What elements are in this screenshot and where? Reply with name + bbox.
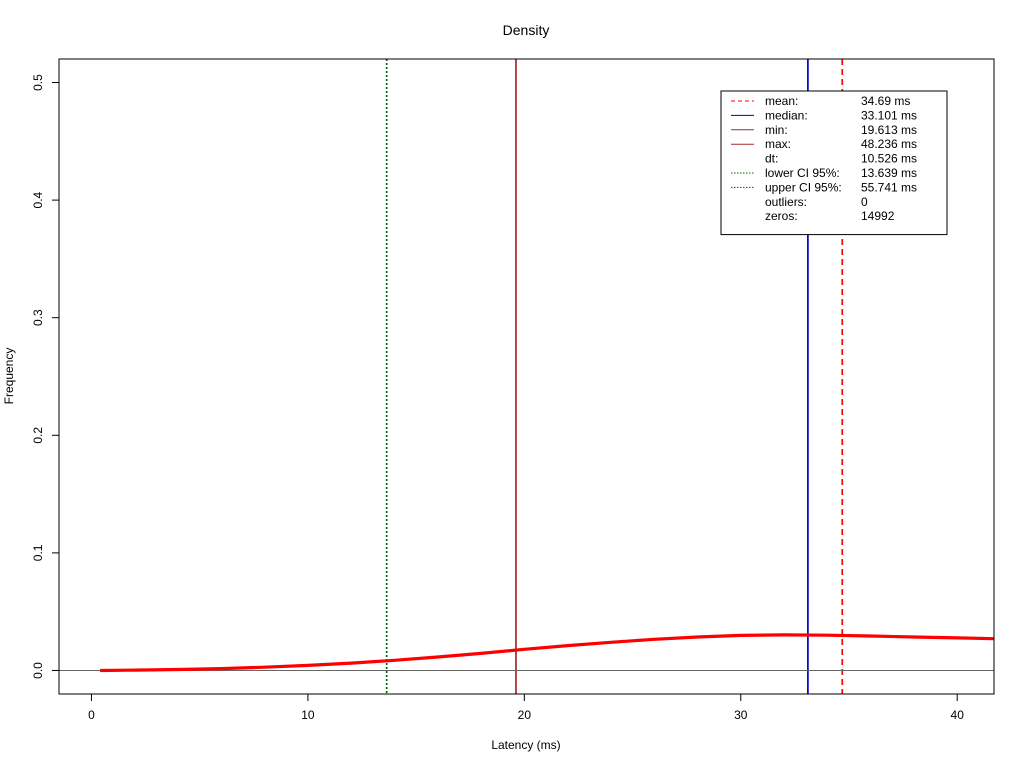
legend-value: 19.613 ms — [861, 123, 917, 137]
x-tick-label: 30 — [734, 708, 748, 722]
legend-label: min: — [765, 123, 788, 137]
legend-value: 14992 — [861, 209, 895, 223]
x-tick-label: 40 — [951, 708, 965, 722]
density-curve — [100, 633, 995, 673]
chart-title: Density — [503, 22, 550, 38]
legend-value: 0 — [861, 195, 868, 209]
y-tick-label: 0.1 — [31, 544, 45, 561]
legend-value: 13.639 ms — [861, 166, 917, 180]
legend-label: max: — [765, 137, 791, 151]
legend-value: 33.101 ms — [861, 108, 917, 122]
y-axis-label: Frequency — [2, 348, 16, 405]
x-tick-label: 0 — [88, 708, 95, 722]
y-tick-label: 0.3 — [31, 309, 45, 326]
legend-label: lower CI 95%: — [765, 166, 840, 180]
legend-label: outliers: — [765, 195, 807, 209]
x-axis-label: Latency (ms) — [491, 738, 560, 752]
legend-value: 10.526 ms — [861, 152, 917, 166]
legend-value: 48.236 ms — [861, 137, 917, 151]
y-tick-label: 0.2 — [31, 427, 45, 444]
x-axis: 0 10 20 30 40 — [88, 694, 964, 722]
legend: mean: 34.69 ms median: 33.101 ms min: 19.613 … — [720, 90, 948, 236]
plot-frame — [58, 58, 995, 695]
y-tick-label: 0.4 — [31, 191, 45, 208]
y-tick-label: 0.0 — [31, 662, 45, 679]
x-tick-label: 10 — [301, 708, 315, 722]
y-tick-label: 0.5 — [31, 74, 45, 91]
legend-value: 55.741 ms — [861, 180, 917, 194]
legend-label: zeros: — [765, 209, 798, 223]
legend-label: upper CI 95%: — [765, 180, 842, 194]
legend-label: mean: — [765, 94, 798, 108]
legend-label: median: — [765, 108, 808, 122]
legend-label: dt: — [765, 152, 778, 166]
legend-box — [720, 90, 948, 236]
x-tick-label: 20 — [518, 708, 532, 722]
legend-value: 34.69 ms — [861, 94, 910, 108]
y-axis: 0.0 0.1 0.2 0.3 0.4 0.5 — [31, 74, 59, 679]
